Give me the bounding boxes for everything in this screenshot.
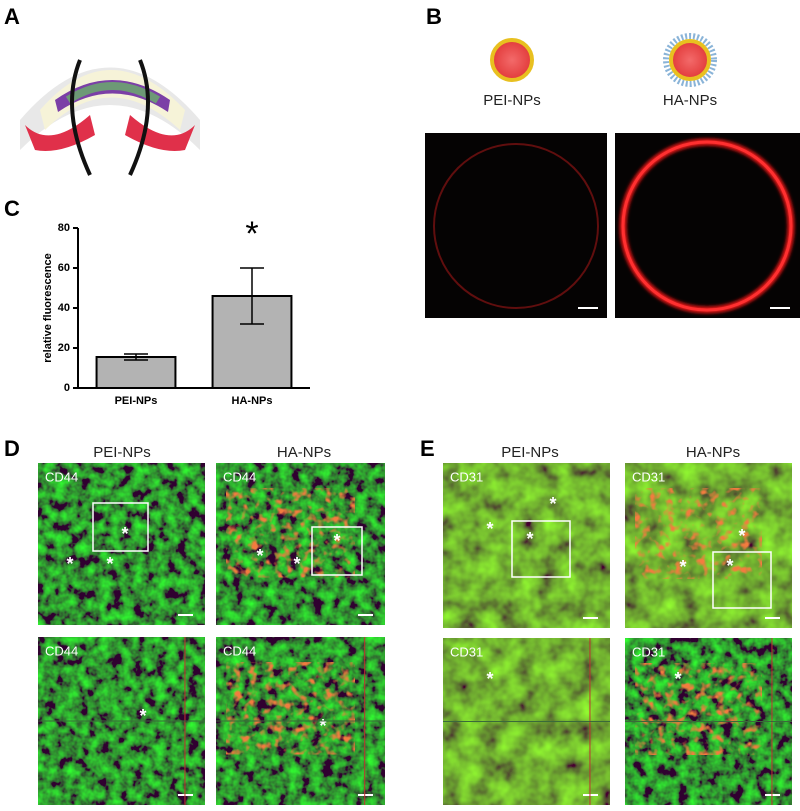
marker: * [333, 531, 340, 551]
marker: * [66, 554, 73, 574]
image-label: CD44 [223, 643, 256, 658]
column-header: HA-NPs [277, 444, 331, 461]
panel-label: A [4, 4, 20, 29]
marker: * [526, 529, 533, 549]
marker: * [679, 557, 686, 577]
tissue-texture [38, 463, 205, 625]
zoom-box [511, 520, 571, 578]
image-label: CD31 [450, 644, 483, 659]
zoom-box [311, 526, 363, 576]
image-label: CD44 [45, 643, 78, 658]
nanoparticle-icons [490, 33, 717, 87]
image-label: CD31 [632, 644, 665, 659]
tissue-texture [443, 463, 610, 628]
marker: * [549, 494, 556, 514]
marker: * [256, 546, 263, 566]
panel-label: B [426, 4, 442, 29]
particle-label: HA-NPs [663, 92, 717, 109]
nanoparticle-signal [635, 663, 762, 755]
eye-diagram [20, 59, 200, 176]
error-bar [240, 267, 264, 325]
marker: * [486, 669, 493, 689]
y-tick-label: 20 [58, 342, 70, 354]
marker: * [293, 554, 300, 574]
column-header: PEI-NPs [501, 444, 559, 461]
panel-label: D [4, 436, 20, 461]
column-header: HA-NPs [686, 444, 740, 461]
fluorescence-images [425, 133, 800, 318]
marker: * [319, 716, 326, 736]
x-tick-label: HA-NPs [232, 395, 273, 407]
marker: * [674, 669, 681, 689]
nanoparticle-signal [226, 488, 355, 578]
image-label: CD44 [223, 469, 256, 484]
image-label: CD44 [45, 469, 78, 484]
marker: * [486, 519, 493, 539]
micrographs: CD44** *CD44* **CD44*CD44*CD31** *CD31** *CD… [38, 463, 792, 805]
particle-label: PEI-NPs [483, 92, 541, 109]
zoom-box [92, 502, 149, 552]
y-axis-label: relative fluorescence [42, 253, 54, 362]
significance: * [245, 215, 258, 253]
nanoparticle-signal [635, 488, 762, 579]
image-label: CD31 [632, 469, 665, 484]
zoom-box [712, 551, 772, 609]
marker: * [106, 554, 113, 574]
marker: * [139, 706, 146, 726]
y-tick-label: 60 [58, 262, 70, 274]
nanoparticle-signal [226, 662, 355, 755]
y-tick-label: 80 [58, 222, 70, 234]
marker: * [121, 524, 128, 544]
panel-label: E [420, 436, 435, 461]
y-tick-label: 0 [64, 382, 70, 394]
x-tick-label: PEI-NPs [115, 395, 158, 407]
panel-label: C [4, 196, 20, 221]
marker: * [738, 526, 745, 546]
column-header: PEI-NPs [93, 444, 151, 461]
bar-chart: 0 20 40 60 80 relative fluorescence PEI-NPs HA-… [42, 215, 310, 407]
error-bar [124, 353, 148, 361]
bar [95, 356, 177, 389]
y-tick-label: 40 [58, 302, 70, 314]
image-label: CD31 [450, 469, 483, 484]
marker: * [726, 556, 733, 576]
